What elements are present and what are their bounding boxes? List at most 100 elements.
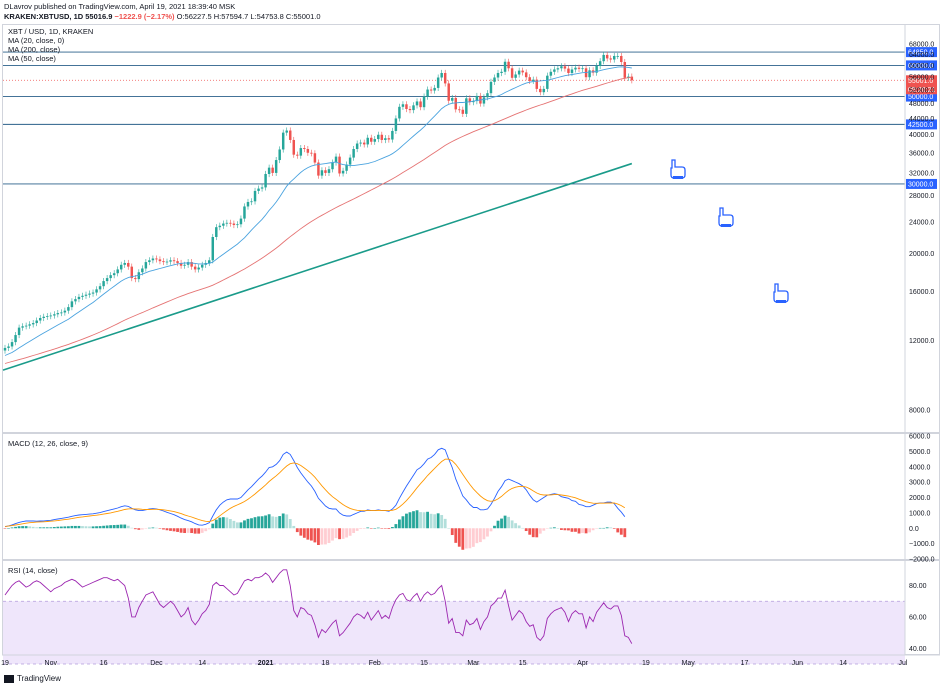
candle (67, 304, 70, 314)
macd-histogram-bar (390, 527, 394, 529)
candle-body (278, 149, 281, 161)
price-pane[interactable] (2, 24, 940, 433)
macd-histogram-bar (236, 522, 239, 529)
macd-histogram-bar (292, 525, 296, 529)
candle (331, 159, 334, 173)
macd-tick-label: 0.0 (909, 526, 919, 533)
candle-body (510, 68, 514, 78)
candle-body (542, 88, 546, 93)
macd-histogram-bar (489, 528, 493, 532)
candle-body (429, 89, 433, 91)
macd-histogram-bar (454, 528, 458, 543)
candle-body (46, 316, 49, 317)
candle-body (176, 261, 179, 263)
macd-histogram-bar (588, 528, 591, 533)
level-price-tag (906, 47, 937, 58)
macd-pane[interactable] (2, 433, 940, 560)
publish-info: DLavrov published on TradingView.com, Ap… (4, 2, 236, 11)
candle (443, 69, 447, 87)
macd-histogram-bar (545, 528, 549, 529)
candle (503, 58, 507, 75)
candle (426, 86, 429, 100)
candle-body (317, 162, 320, 176)
candle-body (211, 236, 215, 261)
candle (542, 85, 546, 96)
candle (553, 66, 556, 75)
candle (21, 323, 24, 331)
candle-body (119, 264, 123, 270)
candle-body (549, 71, 553, 76)
macd-histogram-bar (471, 528, 475, 547)
price-tick-label: 28000.0 (909, 193, 934, 200)
macd-histogram-bar (524, 528, 528, 532)
time-tick-label: Dec (150, 660, 163, 667)
rsi-line (4, 569, 633, 644)
macd-histogram-bar (461, 528, 465, 550)
macd-histogram-bar (63, 526, 67, 529)
macd-histogram-bar (348, 528, 352, 536)
macd-histogram-bar (306, 528, 310, 540)
candle-body (179, 262, 183, 266)
candle (53, 311, 56, 319)
macd-histogram-bar (84, 526, 88, 529)
candle-body (546, 75, 549, 89)
macd-histogram-bar (59, 526, 63, 529)
macd-histogram-bar (320, 528, 324, 545)
candle (370, 134, 373, 145)
candle (377, 131, 380, 143)
candle (605, 51, 609, 62)
macd-histogram-bar (299, 528, 303, 536)
macd-histogram-bar (598, 527, 602, 529)
macd-histogram-bar (221, 517, 225, 529)
candle (148, 257, 151, 266)
macd-histogram-bar (14, 526, 17, 529)
price-tick-label: 64000.0 (909, 52, 934, 59)
macd-histogram-bar (355, 528, 359, 531)
candle-body (63, 310, 67, 313)
candle (260, 184, 264, 192)
candle-body (260, 187, 264, 189)
candle-body (327, 169, 331, 173)
price-tick-label: 8000.0 (909, 408, 931, 415)
candle (405, 101, 408, 113)
candle (225, 219, 229, 227)
candle-body (401, 104, 405, 107)
candle (454, 94, 457, 113)
macd-histogram-bar (433, 514, 437, 529)
time-tick-label: 2021 (258, 660, 274, 667)
macd-histogram-bar (440, 515, 444, 529)
candle (151, 255, 155, 264)
candle (461, 106, 465, 117)
candle-body (24, 325, 28, 327)
rsi-band (3, 601, 905, 664)
candle (306, 145, 310, 156)
candle (398, 103, 401, 122)
candle (95, 286, 98, 296)
macd-histogram-bar (334, 528, 338, 539)
candle (595, 62, 598, 76)
candle-body (102, 281, 105, 287)
macd-histogram-bar (313, 528, 317, 543)
candle-body (98, 286, 102, 290)
macd-histogram-bar (193, 528, 197, 534)
footer-brand: TradingView (17, 674, 62, 683)
macd-histogram-bar (49, 527, 53, 529)
macd-tick-label: 3000.0 (909, 480, 931, 487)
candle-body (567, 68, 570, 73)
candle-body (42, 316, 45, 318)
candle-body (535, 79, 538, 89)
macd-histogram-bar (17, 526, 21, 529)
candle-body (253, 190, 257, 202)
candle (200, 261, 204, 271)
macd-histogram-bar (616, 528, 620, 533)
macd-histogram-bar (464, 528, 468, 549)
candle (458, 106, 461, 113)
candle-body (461, 109, 465, 114)
price-tick-label: 16000.0 (909, 289, 934, 296)
candle (155, 255, 158, 263)
candle-body (556, 68, 560, 70)
tradingview-footer[interactable]: TradingView (4, 674, 61, 683)
candle-body (127, 262, 130, 267)
legend-ma200: MA (200, close) (8, 45, 61, 54)
